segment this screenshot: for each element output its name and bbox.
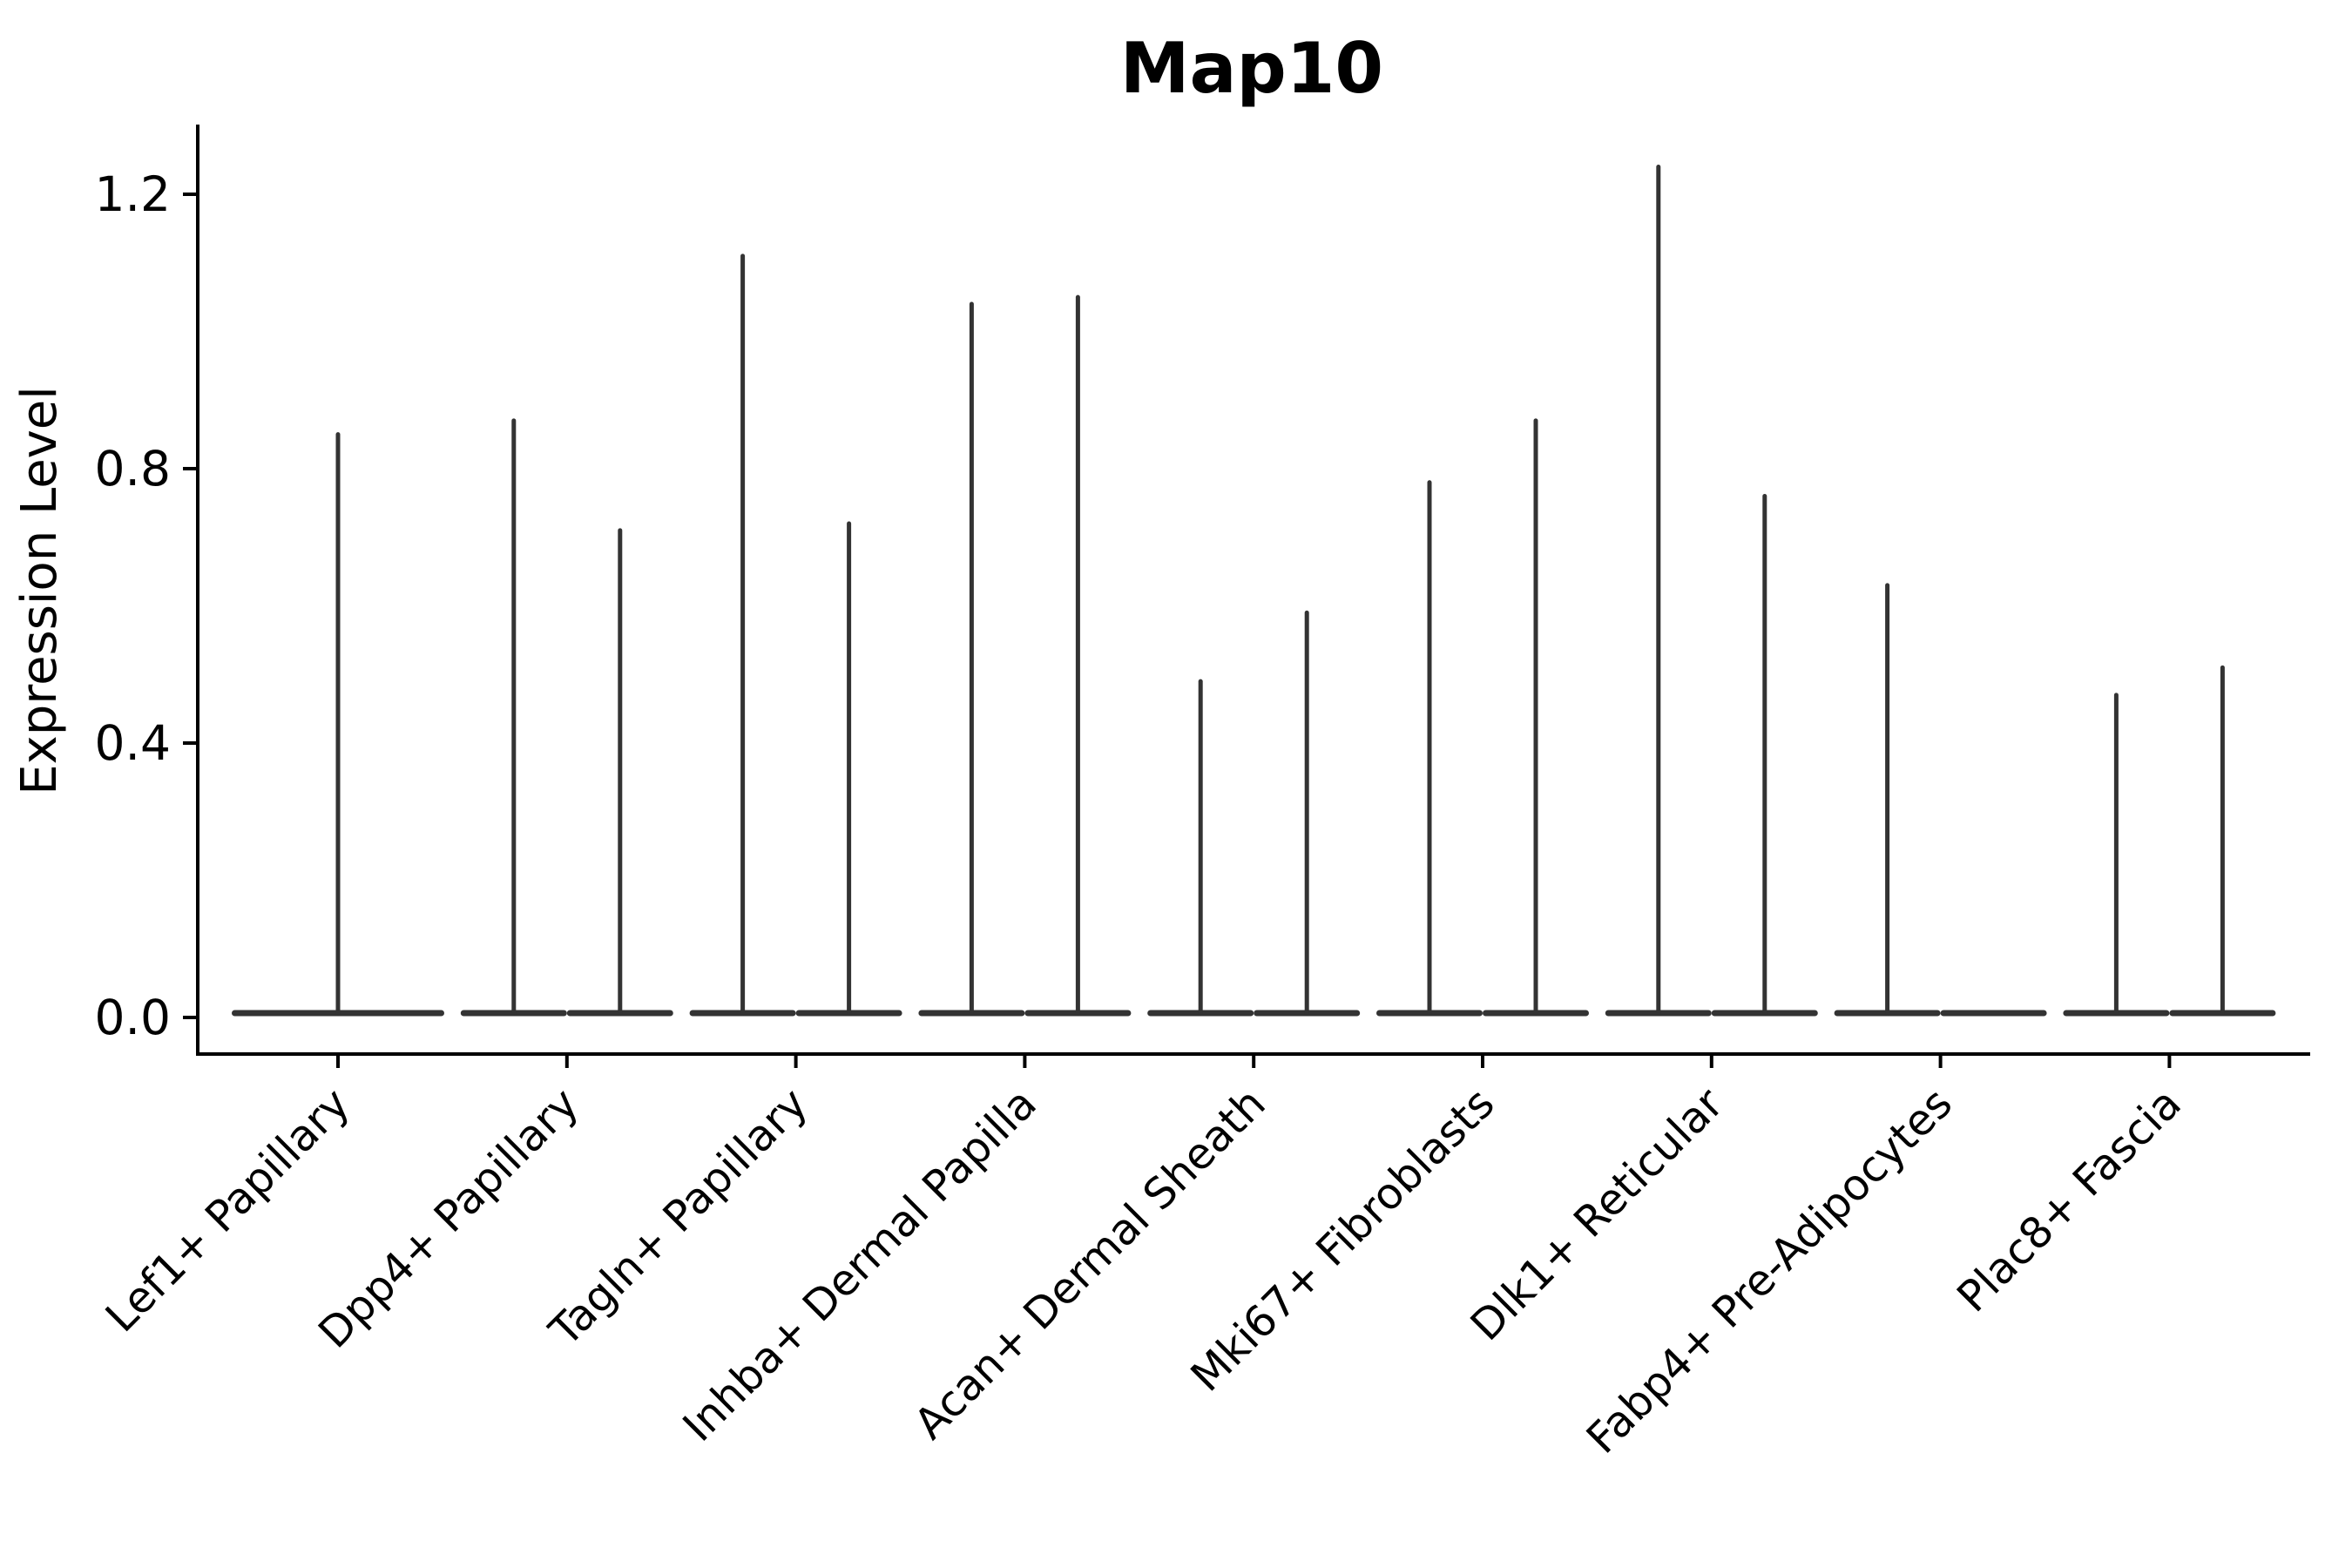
- violin: [918, 301, 1025, 1017]
- y-tick-label: 0.8: [95, 441, 171, 497]
- axis-spines: [196, 125, 2310, 1056]
- violin: [689, 253, 796, 1017]
- x-tick-label: Fabp4+ Pre-Adipocytes: [1577, 1078, 1962, 1463]
- violin: [1834, 583, 1941, 1017]
- violin: [1605, 165, 1712, 1017]
- violin: [566, 528, 673, 1017]
- violin: [1254, 610, 1361, 1017]
- y-tick-label: 0.0: [95, 990, 171, 1045]
- violin: [1711, 494, 1818, 1017]
- y-tick-label: 1.2: [95, 166, 171, 222]
- violin: [1376, 480, 1483, 1017]
- x-tick-label: Lef1+ Papillary: [96, 1078, 359, 1342]
- axes-layer: [183, 125, 2310, 1068]
- violin-layer: [232, 165, 2276, 1017]
- violin-base: [1940, 1010, 2047, 1017]
- chart-title: Map10: [1120, 28, 1383, 109]
- y-axis-label: Expression Level: [11, 386, 68, 795]
- x-tick-label: Plac8+ Fascia: [1948, 1078, 2191, 1321]
- violin: [2063, 693, 2170, 1017]
- violin: [232, 432, 444, 1017]
- x-tick-label: Dlk1+ Reticular: [1461, 1078, 1734, 1351]
- violin: [460, 418, 567, 1017]
- violin: [1483, 418, 1589, 1017]
- violin: [1940, 1010, 2047, 1017]
- violin: [1147, 679, 1254, 1017]
- violin: [795, 521, 902, 1017]
- violin: [1024, 294, 1132, 1017]
- violin: [2169, 665, 2276, 1017]
- y-tick-label: 0.4: [95, 715, 171, 771]
